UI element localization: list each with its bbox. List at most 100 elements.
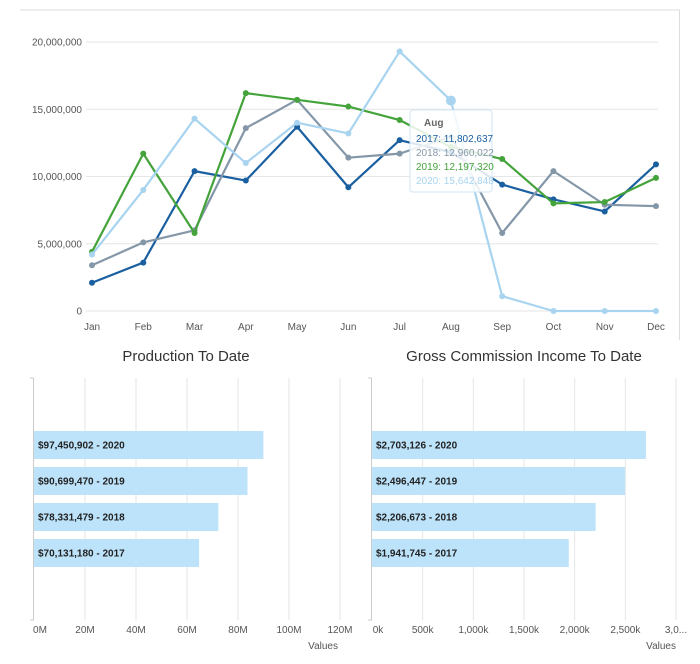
bar — [372, 503, 596, 531]
data-point-2020 — [550, 308, 557, 314]
series-line-2018 — [91, 98, 657, 267]
tooltip-title: Aug — [424, 118, 443, 129]
tooltip-box — [409, 109, 493, 193]
data-point-2019 — [499, 156, 506, 163]
x-tick-label: Aug — [442, 322, 460, 333]
y-tick-label: 20,000,000 — [32, 38, 82, 49]
data-point-2020 — [140, 186, 147, 193]
bar — [34, 539, 200, 567]
x-tick-label: Nov — [596, 322, 614, 333]
data-point-2019 — [396, 117, 403, 124]
data-point-2019 — [601, 199, 608, 206]
x-tick-label: Jul — [393, 322, 406, 333]
x-tick-label: 0M — [33, 625, 47, 636]
x-tick-label: 1,500k — [509, 625, 540, 636]
tooltip-line-2018: 2018: 12,960,022 — [416, 148, 494, 159]
data-point-2018 — [396, 150, 403, 157]
data-point-2017 — [653, 161, 659, 168]
data-point-2018 — [550, 168, 557, 175]
x-tick-label: 0k — [373, 625, 385, 636]
series-line-2020 — [91, 50, 656, 313]
line-chart-y-axis: 0 5,000,000 10,000,000 15,000,000 20,000,000 — [32, 38, 83, 318]
line-chart-x-axis: Jan Feb Mar Apr May Jun Jul Aug Sep Oct Nov Dec — [84, 322, 665, 333]
x-tick-label: Apr — [238, 322, 254, 333]
data-point-2017 — [601, 208, 608, 215]
data-point-2019 — [345, 103, 352, 110]
data-point-2018 — [140, 239, 147, 246]
line-chart-series — [89, 48, 659, 314]
x-tick-label: Jun — [340, 322, 356, 333]
data-point-2020 — [445, 95, 456, 106]
x-tick-label: Sep — [493, 322, 511, 333]
data-point-2020 — [89, 251, 95, 258]
x-tick-label: 80M — [228, 625, 247, 636]
bar — [372, 467, 625, 495]
data-point-2020 — [601, 308, 608, 314]
data-point-2017 — [345, 184, 352, 191]
line-chart-gridlines — [86, 41, 658, 312]
gci-chart-bars: $2,703,126 - 2020 $2,496,447 - 2019 $2,206… — [372, 431, 646, 567]
data-point-2019 — [550, 200, 557, 207]
bar — [34, 467, 248, 495]
x-tick-label: 1,000k — [458, 625, 489, 636]
data-point-2017 — [191, 168, 198, 175]
data-point-2018 — [89, 262, 95, 269]
data-point-2017 — [499, 181, 506, 188]
x-tick-label: 3,0... — [665, 625, 687, 636]
series-line-2017 — [91, 125, 657, 284]
tooltip-line-2020: 2020: 15,642,848 — [416, 176, 494, 187]
data-point-2017 — [242, 177, 249, 184]
data-point-2017 — [140, 259, 147, 266]
x-tick-label: Feb — [135, 322, 153, 333]
x-tick-label: 2,500k — [610, 625, 641, 636]
data-point-2019 — [653, 174, 659, 181]
data-point-2018 — [653, 203, 659, 210]
data-point-2019 — [242, 90, 249, 97]
bar — [34, 431, 264, 459]
bar — [372, 539, 569, 567]
data-point-2020 — [396, 48, 403, 55]
x-tick-label: Mar — [186, 322, 204, 333]
data-point-2018 — [242, 125, 249, 132]
bar — [372, 431, 646, 459]
gci-chart-x-axis: 0k 500k 1,000k 1,500k 2,000k 2,500k 3,0... — [373, 625, 687, 636]
data-point-2020 — [294, 119, 301, 126]
production-chart-x-label: Values — [308, 641, 338, 652]
x-tick-label: 60M — [177, 625, 196, 636]
x-tick-label: Jan — [84, 322, 100, 333]
x-tick-label: 100M — [276, 625, 301, 636]
data-point-2019 — [140, 150, 147, 157]
bar-label: $70,131,180 - 2017 — [38, 549, 125, 560]
data-point-2017 — [396, 137, 403, 144]
gci-to-date-chart: Gross Commission Income To Date $2,703,1… — [368, 348, 687, 652]
production-to-date-chart: Production To Date $97,450,902 - 2020 $90… — [30, 348, 353, 652]
bar — [34, 503, 219, 531]
data-point-2020 — [345, 130, 352, 137]
production-chart-title: Production To Date — [122, 348, 249, 365]
bar-label: $1,941,745 - 2017 — [376, 549, 458, 560]
data-point-2019 — [191, 229, 198, 236]
production-chart-x-axis: 0M 20M 40M 60M 80M 100M 120M — [33, 625, 352, 636]
bar-label: $2,703,126 - 2020 — [376, 441, 458, 452]
data-point-2020 — [242, 160, 249, 167]
y-tick-label: 0 — [76, 307, 82, 318]
y-tick-label: 5,000,000 — [38, 239, 83, 250]
bar-label: $97,450,902 - 2020 — [38, 441, 125, 452]
data-point-2020 — [653, 308, 659, 314]
tooltip-line-2019: 2019: 12,197,320 — [416, 162, 494, 173]
bar-label: $78,331,479 - 2018 — [38, 513, 125, 524]
bar-label: $90,699,470 - 2019 — [38, 477, 125, 488]
tooltip-line-2017: 2017: 11,802,637 — [416, 134, 494, 145]
bar-label: $2,206,673 - 2018 — [376, 513, 458, 524]
y-tick-label: 10,000,000 — [32, 172, 82, 183]
production-chart-gridlines — [30, 377, 341, 621]
gci-chart-gridlines — [368, 377, 677, 621]
monthly-line-chart: 0 5,000,000 10,000,000 15,000,000 20,000,000… — [32, 38, 665, 334]
x-tick-label: May — [288, 322, 307, 333]
series-line-2019 — [91, 92, 657, 253]
x-tick-label: 120M — [327, 625, 352, 636]
x-tick-label: 500k — [412, 625, 435, 636]
y-tick-label: 15,000,000 — [32, 105, 82, 116]
